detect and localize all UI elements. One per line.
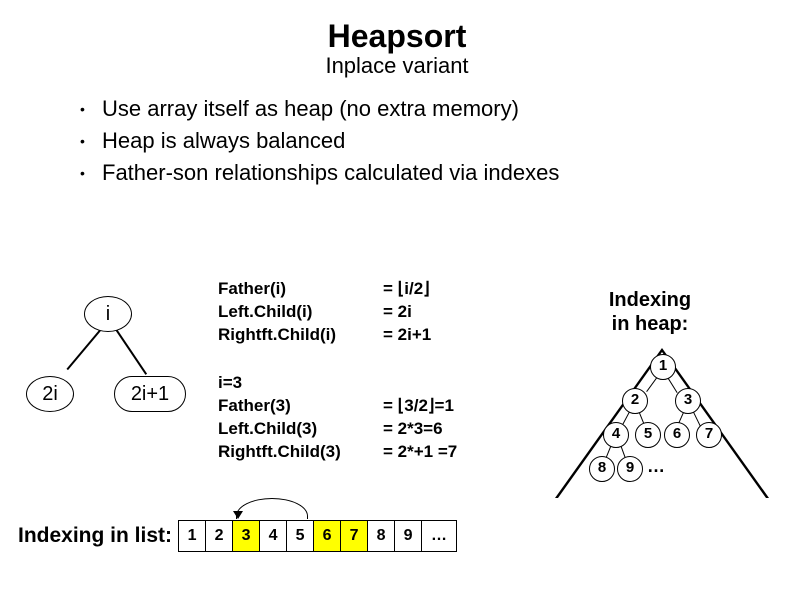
list-row: Indexing in list: 123456789… (18, 520, 457, 552)
example-lhs: Rightft.Child(3) (218, 441, 383, 464)
list-cell: 5 (287, 521, 314, 551)
heap-diagram: 1 2 3 4 5 6 7 8 9 … (555, 348, 770, 503)
heap-node: 1 (650, 354, 676, 380)
formula-rhs: = ⌊i/2⌋ (383, 278, 430, 301)
heap-node: 2 (622, 388, 648, 414)
list-label: Indexing in list: (18, 524, 172, 548)
bullet-item: Heap is always balanced (80, 125, 794, 157)
list-cell: 8 (368, 521, 395, 551)
list-cell: 6 (314, 521, 341, 551)
list-cell: 1 (179, 521, 206, 551)
formula-rhs: = 2i (383, 301, 412, 324)
example-rhs: = ⌊3/2⌋=1 (383, 395, 454, 418)
bullet-item: Father-son relationships calculated via … (80, 157, 794, 189)
mini-node-root: i (84, 296, 132, 332)
heap-node: 5 (635, 422, 661, 448)
heap-node: 6 (664, 422, 690, 448)
heap-node: 9 (617, 456, 643, 482)
example-rhs: = 2*3=6 (383, 418, 443, 441)
list-cell: 7 (341, 521, 368, 551)
mini-tree: i 2i 2i+1 (26, 296, 196, 446)
bullet-list: Use array itself as heap (no extra memor… (40, 93, 794, 189)
list-cell: … (422, 521, 456, 551)
example-header: i=3 (218, 372, 383, 395)
formula-block: Father(i)= ⌊i/2⌋ Left.Child(i)= 2i Right… (218, 278, 431, 347)
heap-node: 7 (696, 422, 722, 448)
example-rhs: = 2*+1 =7 (383, 441, 457, 464)
list-cell: 4 (260, 521, 287, 551)
bullet-item: Use array itself as heap (no extra memor… (80, 93, 794, 125)
page-title: Heapsort (0, 18, 794, 55)
heap-node: 8 (589, 456, 615, 482)
list-box: 123456789… (178, 520, 457, 552)
example-lhs: Father(3) (218, 395, 383, 418)
example-block: i=3 Father(3)= ⌊3/2⌋=1 Left.Child(3)= 2*… (218, 372, 457, 464)
formula-lhs: Rightft.Child(i) (218, 324, 383, 347)
list-cell: 3 (233, 521, 260, 551)
page-subtitle: Inplace variant (0, 53, 794, 79)
list-cell: 9 (395, 521, 422, 551)
formula-lhs: Left.Child(i) (218, 301, 383, 324)
heap-ellipsis: … (647, 456, 665, 477)
heap-node: 3 (675, 388, 701, 414)
list-cell: 2 (206, 521, 233, 551)
indexing-heap-label: Indexing in heap: (580, 288, 720, 336)
mini-node-left: 2i (26, 376, 74, 412)
formula-lhs: Father(i) (218, 278, 383, 301)
heap-node: 4 (603, 422, 629, 448)
example-lhs: Left.Child(3) (218, 418, 383, 441)
formula-rhs: = 2i+1 (383, 324, 431, 347)
mini-node-right: 2i+1 (114, 376, 186, 412)
swap-arrow-icon (233, 511, 243, 519)
swap-arc (236, 498, 308, 519)
